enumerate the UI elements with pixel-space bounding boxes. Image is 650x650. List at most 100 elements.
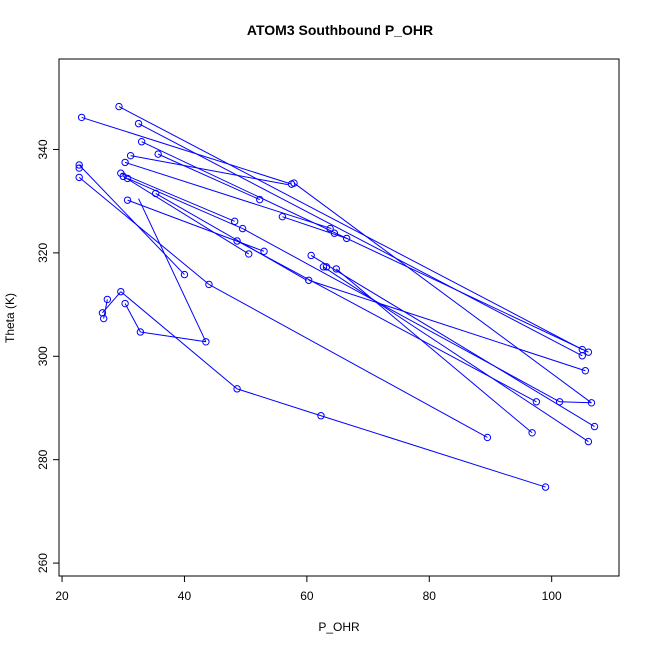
series-line-segment [138, 198, 207, 343]
data-point [134, 119, 143, 128]
data-point [330, 229, 339, 237]
data-point [117, 287, 125, 296]
data-point [581, 367, 590, 375]
series-line-segment [282, 216, 347, 239]
data-point [541, 483, 550, 491]
series-line-segment [320, 415, 546, 488]
series-line-segment [236, 388, 322, 417]
data-point [99, 314, 108, 323]
data-point [77, 113, 86, 122]
series-line-segment [118, 106, 583, 350]
data-point [205, 280, 213, 289]
data-point [75, 173, 83, 182]
data-point [123, 196, 132, 204]
series-line-segment [308, 279, 586, 372]
series-line-segment [140, 331, 206, 343]
data-point [103, 295, 112, 304]
series-line-segment [155, 192, 308, 281]
data-point [136, 328, 145, 336]
data-point [290, 179, 298, 187]
series-line-segment [127, 177, 243, 230]
data-point [317, 412, 325, 420]
data-point [98, 309, 107, 317]
data-point [578, 352, 586, 360]
data-point [322, 263, 331, 271]
x-tick-label: 60 [300, 589, 314, 603]
data-point [75, 161, 83, 169]
data-point [137, 138, 146, 146]
x-tick-label: 40 [178, 589, 192, 603]
data-point [115, 102, 123, 111]
series-line-segment [310, 255, 595, 428]
data-point [121, 158, 129, 167]
series-line-segment [141, 141, 589, 353]
data-point [332, 265, 340, 273]
data-point [528, 429, 536, 437]
data-point [584, 437, 593, 446]
data-point [555, 398, 564, 406]
series-line-segment [124, 161, 332, 230]
series-line-segment [130, 155, 288, 186]
series-line-segment [559, 401, 592, 404]
series-line-segment [335, 268, 533, 434]
y-tick-label: 340 [36, 139, 50, 159]
series-line-segment [122, 175, 249, 255]
x-axis: 20 40 60 80 100 [55, 575, 562, 603]
data-point [202, 338, 210, 346]
data-point [532, 398, 541, 406]
series-line-segment [157, 153, 260, 201]
data-point [326, 224, 334, 233]
series-lines [78, 106, 595, 488]
y-axis-label: Theta (K) [3, 293, 17, 343]
data-point [319, 263, 328, 271]
y-tick-label: 260 [36, 553, 50, 573]
series-line-segment [208, 283, 488, 438]
x-tick-label: 80 [423, 589, 437, 603]
data-point [587, 399, 596, 407]
y-tick-label: 300 [36, 346, 50, 366]
series-line-segment [242, 228, 560, 403]
data-point [119, 172, 127, 181]
series-line-segment [78, 177, 210, 285]
series-line-segment [323, 266, 589, 442]
series-line-segment [138, 123, 583, 357]
data-point [151, 189, 160, 198]
data-point [590, 422, 599, 431]
x-axis-label: P_OHR [318, 620, 360, 634]
series-line-segment [120, 291, 238, 390]
series-line-segment [293, 182, 592, 404]
data-point [75, 164, 83, 172]
series-line-segment [78, 164, 185, 275]
data-point [305, 276, 313, 284]
data-point [245, 250, 253, 258]
x-tick-label: 20 [55, 589, 69, 603]
data-point [260, 247, 268, 256]
data-point [307, 251, 315, 260]
series-line-segment [102, 291, 122, 314]
data-point [584, 348, 593, 356]
data-point [154, 150, 162, 158]
series-line-segment [120, 172, 235, 222]
data-point [123, 174, 132, 183]
data-point [256, 195, 264, 204]
data-point [121, 299, 129, 308]
series-line-segment [81, 116, 292, 185]
data-point [238, 224, 247, 233]
data-point [180, 270, 189, 279]
x-tick-label: 100 [542, 589, 562, 603]
y-tick-label: 320 [36, 243, 50, 263]
data-point [483, 433, 492, 442]
data-point [233, 385, 241, 393]
data-point [126, 151, 135, 160]
data-point [342, 234, 351, 243]
chart-title: ATOM3 Southbound P_OHR [247, 22, 433, 38]
series-line-segment [124, 303, 141, 333]
series-points [75, 102, 599, 491]
y-axis: 260 280 300 320 340 [36, 139, 60, 573]
data-point [233, 237, 241, 245]
data-point [230, 217, 239, 226]
y-tick-label: 280 [36, 449, 50, 469]
data-point [278, 212, 287, 221]
